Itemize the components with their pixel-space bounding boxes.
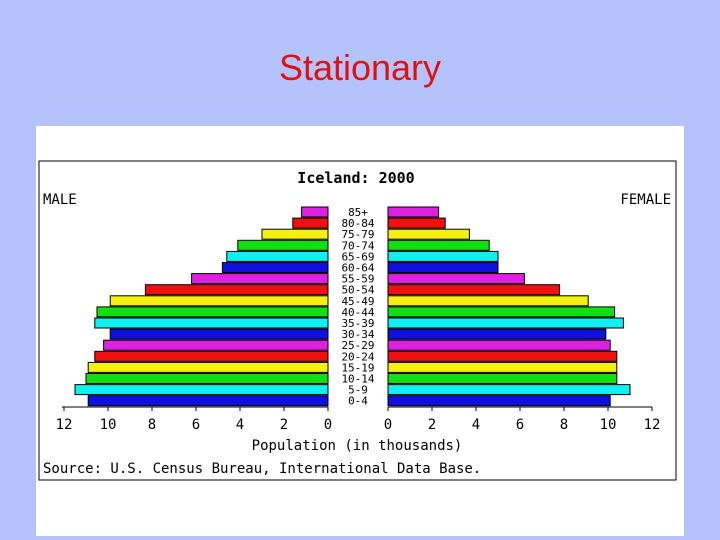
age-group-label: 80-84: [341, 217, 374, 230]
age-group-label: 40-44: [341, 306, 374, 319]
age-group-label: 85+: [348, 206, 368, 219]
bar-male-0-4: [87, 395, 329, 407]
bar-male-45-49: [109, 295, 329, 307]
bar-female-25-29: [387, 339, 611, 351]
bar-female-80-84: [387, 217, 446, 229]
age-group-label: 50-54: [341, 284, 374, 297]
plot-frame: [38, 160, 677, 481]
female-tick-label: 12: [644, 417, 661, 433]
bar-male-35-39: [94, 317, 329, 329]
bar-male-85+: [301, 206, 329, 218]
bar-male-5-9: [74, 384, 329, 396]
male-tick-label: 12: [56, 417, 73, 433]
age-group-label: 45-49: [341, 295, 374, 308]
age-group-label: 10-14: [341, 373, 374, 386]
bar-male-60-64: [221, 262, 329, 273]
bar-male-25-29: [103, 339, 329, 351]
bar-female-10-14: [387, 373, 618, 384]
bar-female-85+: [387, 206, 440, 218]
age-group-label: 55-59: [341, 273, 374, 286]
age-group-label: 70-74: [341, 239, 374, 252]
female-tick-label: 0: [384, 417, 392, 433]
bar-female-50-54: [387, 284, 561, 296]
source-note: Source: U.S. Census Bureau, Internationa…: [43, 461, 481, 477]
bar-male-80-84: [292, 217, 329, 229]
age-group-label: 15-19: [341, 361, 374, 374]
age-group-label: 25-29: [341, 339, 374, 352]
bar-female-55-59: [387, 273, 525, 285]
age-group-label: 65-69: [341, 250, 374, 263]
age-group-label: 0-4: [348, 395, 368, 408]
female-tick-label: 2: [428, 417, 436, 433]
male-tick-label: 4: [236, 417, 244, 433]
population-pyramid-chart: Iceland: 2000 MALE FEMALE 85+80-8475-797…: [38, 160, 677, 481]
bar-male-70-74: [237, 239, 329, 251]
male-tick-label: 2: [280, 417, 288, 433]
bar-female-65-69: [387, 250, 499, 262]
bar-female-75-79: [387, 228, 470, 240]
bar-male-15-19: [87, 361, 329, 373]
male-label: MALE: [43, 192, 77, 208]
bar-male-75-79: [261, 228, 329, 240]
slide-title: Stationary: [278, 47, 442, 88]
bar-female-45-49: [387, 295, 589, 307]
age-group-label: 60-64: [341, 262, 374, 275]
bar-female-70-74: [387, 239, 490, 251]
x-axis-label: Population (in thousands): [252, 438, 463, 454]
bar-male-65-69: [226, 250, 329, 262]
bar-male-30-34: [109, 328, 329, 340]
chart-panel: Iceland: 2000 MALE FEMALE 85+ 80-84 75-79 7…: [36, 126, 684, 536]
female-tick-label: 8: [560, 417, 568, 433]
bar-female-40-44: [387, 306, 616, 318]
age-group-label: 30-34: [341, 328, 374, 341]
male-tick-label: 10: [100, 417, 117, 433]
bar-male-40-44: [96, 306, 329, 318]
age-group-label: 35-39: [341, 317, 374, 330]
male-tick-label: 6: [192, 417, 200, 433]
female-tick-label: 10: [600, 417, 617, 433]
bar-female-60-64: [387, 262, 499, 273]
bar-female-30-34: [387, 328, 607, 340]
age-group-label: 20-24: [341, 350, 374, 363]
bar-female-5-9: [387, 384, 631, 396]
bar-male-50-54: [144, 284, 329, 296]
female-tick-label: 4: [472, 417, 480, 433]
male-tick-label: 0: [324, 417, 332, 433]
female-tick-label: 6: [516, 417, 524, 433]
bar-male-20-24: [94, 350, 329, 362]
chart-title: Iceland: 2000: [297, 169, 414, 187]
age-group-label: 75-79: [341, 228, 374, 241]
male-tick-label: 8: [148, 417, 156, 433]
bar-female-20-24: [387, 350, 618, 362]
bar-female-15-19: [387, 361, 618, 373]
age-group-label: 5-9: [348, 384, 368, 397]
bar-female-35-39: [387, 317, 624, 329]
female-label: FEMALE: [620, 192, 671, 208]
bar-male-10-14: [85, 373, 329, 384]
bar-female-0-4: [387, 395, 611, 407]
bar-male-55-59: [191, 273, 329, 285]
